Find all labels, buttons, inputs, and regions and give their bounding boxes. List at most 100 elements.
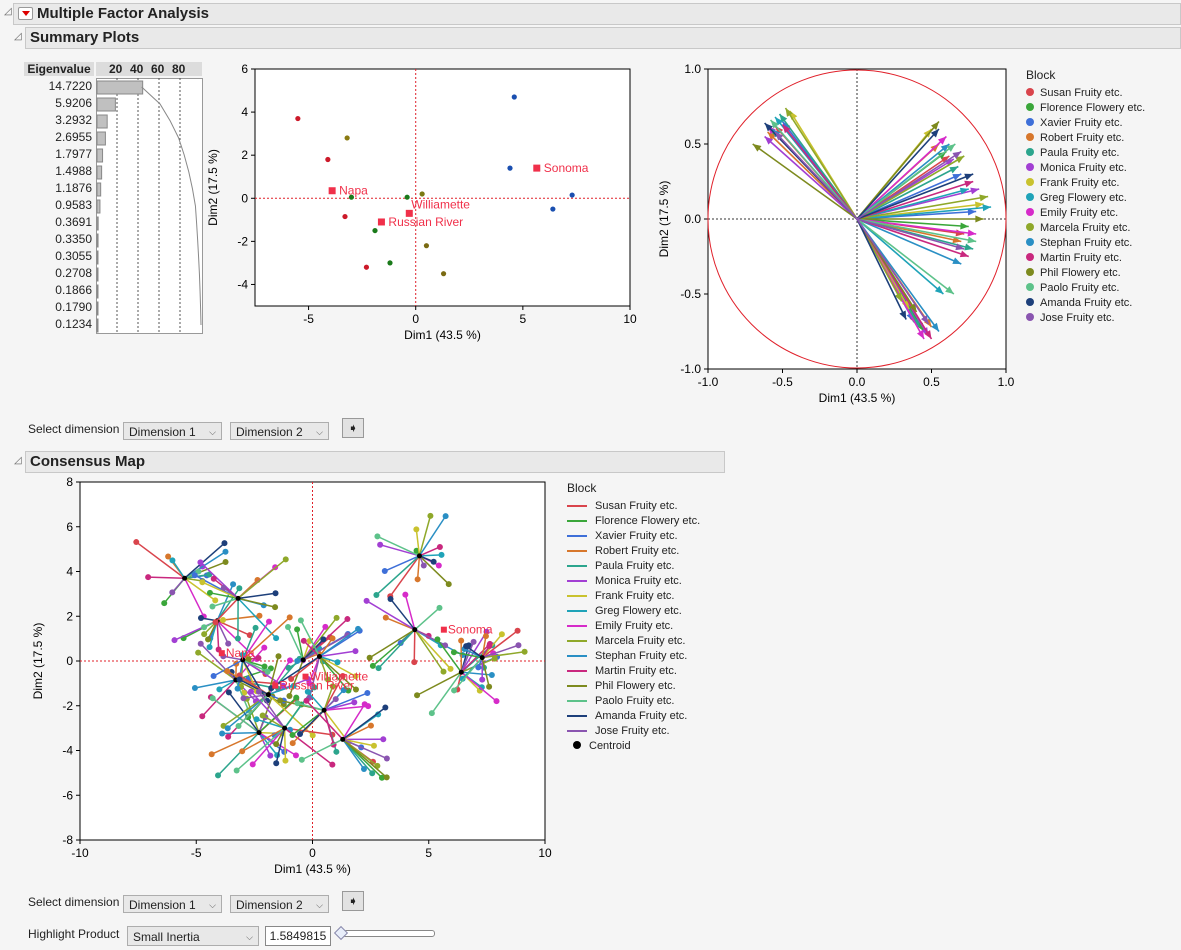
partial-point xyxy=(364,690,371,697)
individual-point xyxy=(569,192,575,198)
partial-point xyxy=(201,631,208,638)
partial-point xyxy=(161,600,168,607)
mfa-header[interactable]: Multiple Factor Analysis xyxy=(13,3,1181,25)
partial-link xyxy=(482,651,525,659)
go-arrow-button[interactable]: ➧ xyxy=(342,891,364,911)
legend-item[interactable]: Stephan Fruity etc. xyxy=(1026,236,1145,251)
partial-point xyxy=(210,673,217,680)
eigenvalue: 0.2708 xyxy=(55,266,92,280)
partial-link xyxy=(324,705,369,711)
eigenvalue: 5.9206 xyxy=(55,96,92,110)
partial-link xyxy=(287,626,304,661)
variable-arrow xyxy=(752,143,858,220)
legend-item[interactable]: Jose Fruity etc. xyxy=(1026,311,1145,326)
legend-item[interactable]: Greg Flowery etc. xyxy=(567,604,700,619)
arrow-head xyxy=(909,303,917,312)
legend-swatch xyxy=(567,595,587,598)
select-value: Dimension 1 xyxy=(129,898,196,912)
legend-item[interactable]: Paolo Fruity etc. xyxy=(1026,281,1145,296)
red-triangle-menu-icon[interactable] xyxy=(18,6,33,20)
variable-arrow xyxy=(856,218,955,295)
dimension-x-select[interactable]: Dimension 1 ⌵ xyxy=(123,422,222,440)
legend-item[interactable]: Jose Fruity etc. xyxy=(567,724,700,739)
dimension-x-select[interactable]: Dimension 1 ⌵ xyxy=(123,895,222,913)
dimension-y-select[interactable]: Dimension 2 ⌵ xyxy=(230,422,329,440)
collapse-icon[interactable]: ◿ xyxy=(14,31,22,42)
legend-label: Greg Flowery etc. xyxy=(1040,192,1127,204)
legend-item[interactable]: Amanda Fruity etc. xyxy=(567,709,700,724)
legend-item[interactable]: Marcela Fruity etc. xyxy=(1026,221,1145,236)
legend-item[interactable]: Xavier Fruity etc. xyxy=(1026,116,1145,131)
legend-label: Paolo Fruity etc. xyxy=(595,695,675,707)
legend-item[interactable]: Frank Fruity etc. xyxy=(567,589,700,604)
variable-arrow xyxy=(769,119,858,220)
legend-item[interactable]: Greg Flowery etc. xyxy=(1026,191,1145,206)
legend-item[interactable]: Monica Fruity etc. xyxy=(1026,161,1145,176)
legend-item[interactable]: Paula Fruity etc. xyxy=(1026,146,1145,161)
legend-item[interactable]: Frank Fruity etc. xyxy=(1026,176,1145,191)
summary-plots-header[interactable]: Summary Plots xyxy=(25,27,1181,49)
legend-item[interactable]: Susan Fruity etc. xyxy=(567,499,700,514)
collapse-icon[interactable]: ◿ xyxy=(4,6,12,17)
legend-item[interactable]: Paolo Fruity etc. xyxy=(567,694,700,709)
tick: 80 xyxy=(172,62,186,76)
legend-item[interactable]: Florence Flowery etc. xyxy=(567,514,700,529)
legend-item[interactable]: Emily Fruity etc. xyxy=(567,619,700,634)
legend-item[interactable]: Robert Fruity etc. xyxy=(1026,131,1145,146)
legend-item[interactable]: Martin Fruity etc. xyxy=(567,664,700,679)
legend-item[interactable]: Florence Flowery etc. xyxy=(1026,101,1145,116)
centroid-point xyxy=(412,627,418,633)
eigen-bar xyxy=(96,165,103,180)
partial-point xyxy=(486,683,493,690)
legend-item[interactable]: Phil Flowery etc. xyxy=(1026,266,1145,281)
eigen-bar xyxy=(96,131,106,146)
legend-label: Florence Flowery etc. xyxy=(1040,102,1146,114)
legend-item[interactable]: Monica Fruity etc. xyxy=(567,574,700,589)
arrow-head xyxy=(782,124,791,134)
highlight-product-select[interactable]: Small Inertia ⌵ xyxy=(127,926,259,946)
partial-point xyxy=(329,683,336,690)
legend-swatch xyxy=(567,715,587,718)
consensus-map-header[interactable]: Consensus Map xyxy=(25,451,725,473)
collapse-icon[interactable]: ◿ xyxy=(14,455,22,466)
legend-item-centroid[interactable]: Centroid xyxy=(567,739,700,754)
partial-link xyxy=(275,727,286,764)
partial-point xyxy=(369,662,376,669)
slider-value-input[interactable]: 1.5849815 xyxy=(265,926,331,946)
legend-label: Centroid xyxy=(589,740,631,752)
legend-item[interactable]: Susan Fruity etc. xyxy=(1026,86,1145,101)
y-tick-label: 0 xyxy=(241,191,248,205)
dimension-y-select[interactable]: Dimension 2 ⌵ xyxy=(230,895,329,913)
eigenvalue: 0.3055 xyxy=(55,249,92,263)
legend-item[interactable]: Phil Flowery etc. xyxy=(567,679,700,694)
chevron-down-icon: ⌵ xyxy=(209,427,216,437)
x-tick-label: 0.5 xyxy=(923,375,940,389)
partial-point xyxy=(241,689,248,696)
partial-link xyxy=(223,693,269,727)
legend-item[interactable]: Xavier Fruity etc. xyxy=(567,529,700,544)
partial-link xyxy=(237,597,277,639)
arrow-head xyxy=(967,236,977,244)
legend-label: Susan Fruity etc. xyxy=(595,500,678,512)
legend-item[interactable]: Amanda Fruity etc. xyxy=(1026,296,1145,311)
partial-point xyxy=(374,533,381,540)
slider-thumb[interactable] xyxy=(333,925,349,941)
x-tick-label: -10 xyxy=(71,846,89,860)
legend-item[interactable]: Paula Fruity etc. xyxy=(567,559,700,574)
highlight-slider[interactable] xyxy=(340,930,435,937)
product-marker xyxy=(405,209,413,217)
partial-point xyxy=(285,664,292,671)
centroid-point xyxy=(340,736,346,742)
legend-item[interactable]: Emily Fruity etc. xyxy=(1026,206,1145,221)
partial-point xyxy=(234,635,241,642)
partial-link xyxy=(216,620,229,644)
go-arrow-button[interactable]: ➧ xyxy=(342,418,364,438)
legend-label: Frank Fruity etc. xyxy=(1040,177,1120,189)
legend-item[interactable]: Martin Fruity etc. xyxy=(1026,251,1145,266)
legend-item[interactable]: Marcela Fruity etc. xyxy=(567,634,700,649)
partial-link xyxy=(171,559,186,579)
partial-point xyxy=(255,655,262,662)
partial-point xyxy=(521,648,528,655)
legend-item[interactable]: Robert Fruity etc. xyxy=(567,544,700,559)
legend-item[interactable]: Stephan Fruity etc. xyxy=(567,649,700,664)
